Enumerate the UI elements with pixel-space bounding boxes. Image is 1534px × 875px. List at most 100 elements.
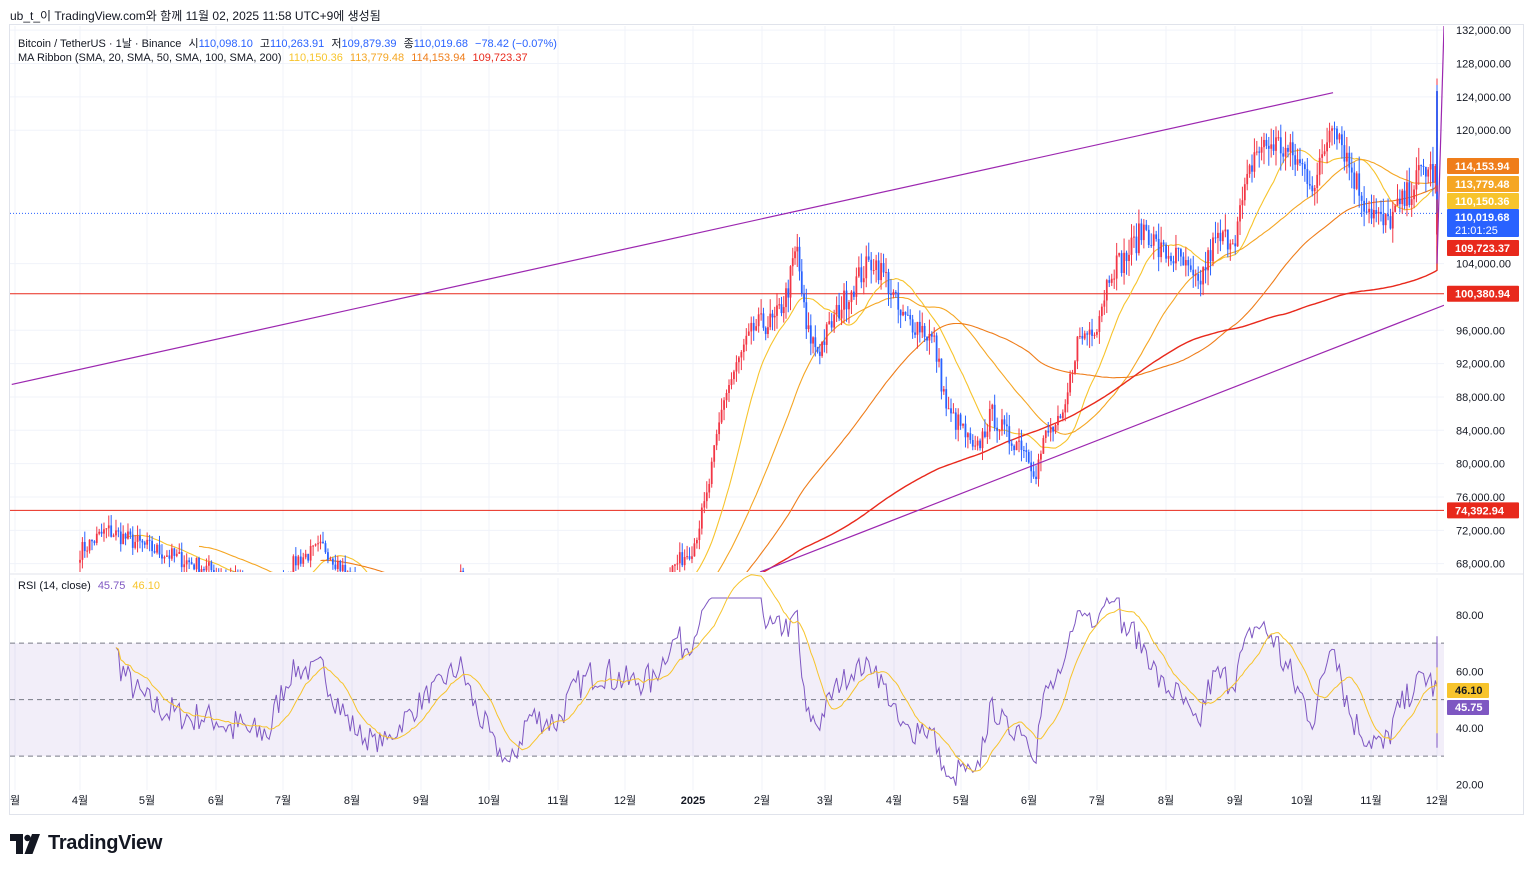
candle-body	[1209, 250, 1212, 262]
candle-body	[906, 314, 909, 316]
candle-body	[823, 341, 826, 345]
candle-body	[674, 564, 676, 566]
candle-body	[1398, 198, 1401, 205]
candle-body	[914, 332, 916, 335]
candle-body	[188, 560, 191, 563]
candle-body	[671, 565, 674, 572]
rsi-tick-label: 80.00	[1456, 610, 1484, 622]
price-labels: 114,153.94 113,779.48 110,150.36 110,019.68…	[1447, 158, 1519, 715]
candle-body	[601, 619, 603, 620]
time-tick-label: 월	[10, 794, 20, 807]
candle-body	[659, 592, 661, 597]
candle-body	[244, 582, 246, 583]
candle-body	[974, 445, 977, 447]
candle-body	[1394, 205, 1397, 212]
candle-body	[979, 440, 981, 449]
candle-body	[705, 492, 708, 502]
candle-body	[807, 325, 810, 330]
candle-body	[1018, 440, 1020, 442]
candle-body	[971, 440, 974, 447]
candle-body	[1192, 269, 1195, 276]
candle-body	[964, 423, 967, 438]
candle-body	[1427, 169, 1430, 177]
candle-body	[374, 604, 376, 605]
candle-body	[105, 528, 108, 530]
symbol-name[interactable]: Bitcoin / TetherUS · 1날 · Binance	[18, 38, 182, 50]
candle-body	[1263, 139, 1265, 148]
candle-body	[718, 422, 721, 435]
tradingview-logo[interactable]: TradingView	[10, 832, 162, 855]
time-tick-label: 9월	[1227, 794, 1243, 807]
ma-ribbon-legend[interactable]: MA Ribbon (SMA, 20, SMA, 50, SMA, 100, S…	[18, 52, 532, 64]
candle-body	[686, 556, 689, 558]
candle-body	[1155, 234, 1158, 239]
candle-body	[409, 612, 411, 613]
candle-body	[83, 541, 86, 552]
candle-body	[435, 589, 437, 593]
candle-body	[573, 623, 575, 625]
candle-body	[531, 630, 533, 631]
candle-body	[787, 288, 790, 298]
candle-body	[1184, 260, 1187, 266]
candle-body	[91, 539, 93, 542]
candle-body	[894, 291, 897, 293]
candle-body	[747, 331, 750, 336]
candle-body	[952, 412, 955, 414]
candle-body	[1246, 173, 1249, 185]
candle-body	[1035, 476, 1037, 480]
candle-body	[587, 614, 589, 618]
candle-body	[1391, 211, 1394, 229]
candle-body	[127, 531, 129, 539]
candle-body	[115, 530, 117, 536]
candle-body	[752, 322, 755, 331]
candle-body	[708, 483, 711, 493]
candle-body	[391, 622, 393, 627]
ma-ribbon-label[interactable]: MA Ribbon (SMA, 20, SMA, 50, SMA, 100, S…	[18, 52, 282, 64]
candle-body	[877, 260, 880, 281]
horizontal-lines	[10, 212, 1444, 511]
candle-body	[1059, 415, 1062, 419]
candle-body	[865, 256, 868, 279]
candle-body	[319, 541, 322, 544]
candle-body	[582, 617, 584, 630]
rsi-label[interactable]: RSI (14, close)	[18, 580, 91, 592]
symbol-legend[interactable]: Bitcoin / TetherUS · 1날 · Binance 시110,0…	[18, 35, 561, 51]
candle-body	[344, 564, 347, 572]
candle-body	[438, 588, 440, 589]
candle-body	[1436, 213, 1438, 216]
candle-body	[81, 541, 84, 560]
candle-body	[1001, 419, 1003, 431]
price-tick-label: 84,000.00	[1456, 425, 1505, 437]
candle-body	[541, 631, 543, 643]
channel-lower-line	[759, 304, 1444, 572]
candle-body	[1212, 237, 1214, 262]
candle-body	[1301, 163, 1304, 165]
candle-body	[232, 577, 234, 584]
candle-body	[798, 246, 801, 272]
candle-body	[710, 461, 713, 484]
candle-body	[580, 618, 582, 630]
candle-body	[536, 628, 538, 635]
candle-body	[131, 534, 134, 548]
candle-body	[625, 601, 627, 610]
candle-body	[789, 266, 792, 298]
ma200-value: 109,723.37	[472, 52, 528, 64]
candle-body	[887, 272, 890, 294]
candle-body	[396, 625, 398, 626]
candle-body	[185, 560, 188, 565]
candle-body	[1365, 211, 1368, 213]
candle-body	[309, 545, 312, 561]
candle-body	[1135, 236, 1138, 254]
rsi-legend[interactable]: RSI (14, close) 45.75 46.10	[18, 580, 164, 592]
candle-body	[546, 637, 548, 640]
candle-body	[773, 315, 776, 318]
candle-body	[981, 431, 984, 449]
candles	[79, 78, 1438, 643]
candle-body	[1287, 147, 1289, 152]
candle-body	[928, 333, 931, 341]
candle-body	[1189, 265, 1192, 270]
candle-body	[1291, 142, 1294, 156]
candle-body	[404, 613, 406, 625]
candle-body	[926, 336, 928, 341]
